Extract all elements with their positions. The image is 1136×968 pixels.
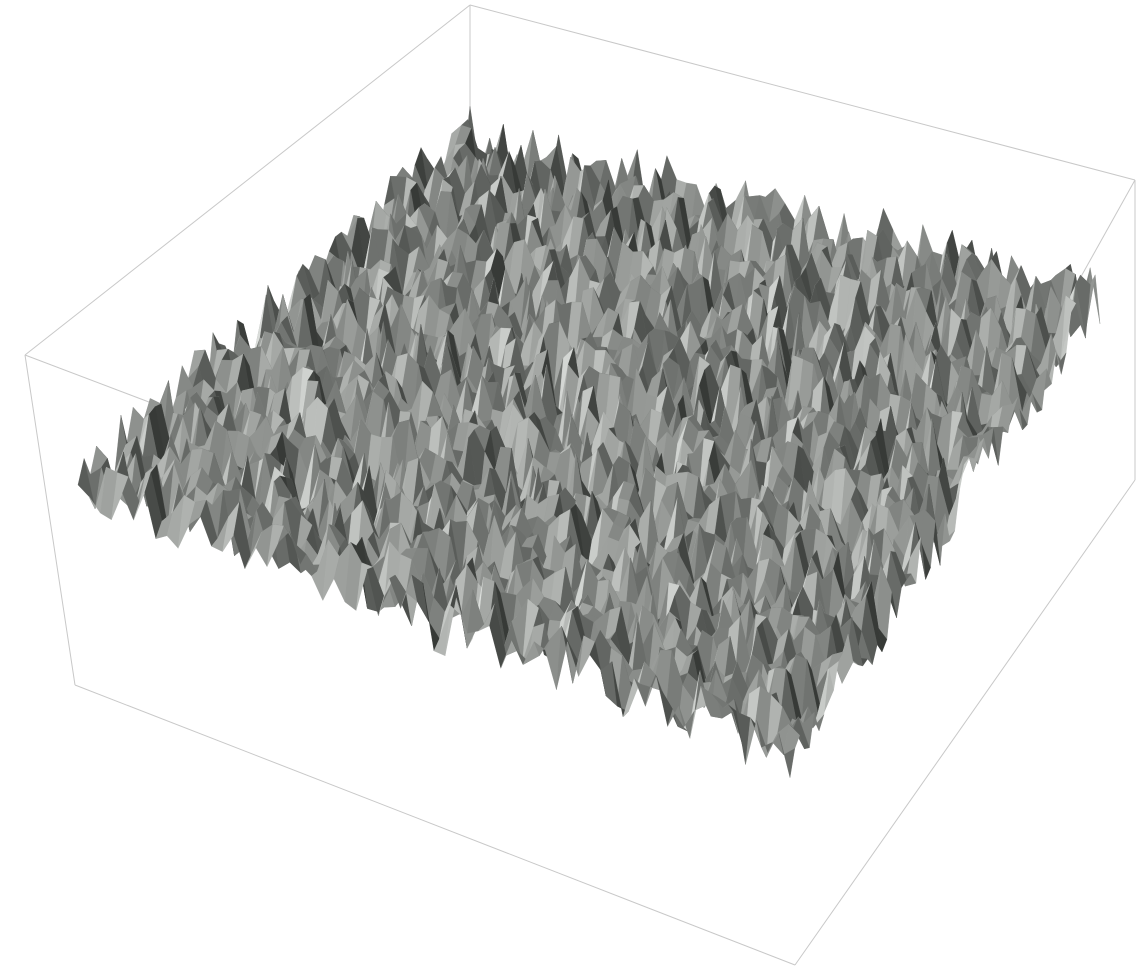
surface (78, 106, 1100, 777)
surface-plot (0, 0, 1136, 968)
box-edge (25, 355, 75, 685)
page: (() => { const data = JSON.parse(documen… (0, 0, 1136, 968)
box-edge (25, 355, 170, 410)
box-edge (470, 5, 1135, 180)
